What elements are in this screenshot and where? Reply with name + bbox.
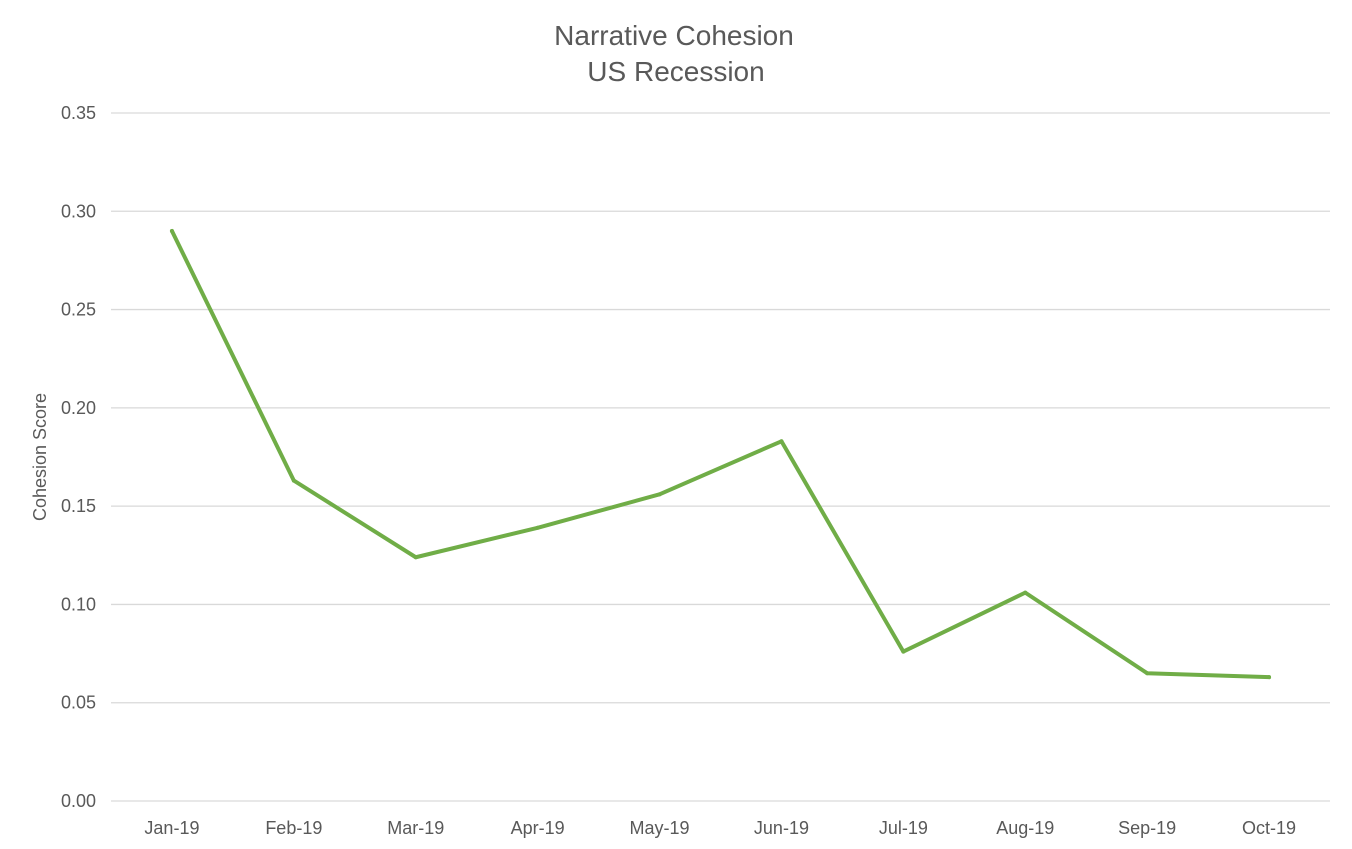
x-tick-label: Mar-19 (387, 818, 444, 838)
x-tick-label: Aug-19 (996, 818, 1054, 838)
y-tick-label: 0.35 (61, 103, 96, 123)
data-point (169, 228, 174, 233)
y-tick-label: 0.15 (61, 496, 96, 516)
data-point (779, 439, 784, 444)
x-tick-label: Jul-19 (879, 818, 928, 838)
x-axis-ticks: Jan-19 Feb-19 Mar-19 Apr-19 May-19 Jun-19 Jul-… (144, 818, 1296, 838)
series-line (169, 228, 1272, 680)
x-tick-label: Jun-19 (754, 818, 809, 838)
x-tick-label: Oct-19 (1242, 818, 1296, 838)
x-tick-label: Apr-19 (511, 818, 565, 838)
y-tick-label: 0.25 (61, 300, 96, 320)
x-tick-label: Jan-19 (144, 818, 199, 838)
series-layer (169, 228, 1272, 680)
data-point (901, 649, 906, 654)
chart-title: Narrative Cohesion (554, 20, 794, 51)
y-tick-label: 0.10 (61, 594, 96, 614)
data-point (291, 478, 296, 483)
y-tick-label: 0.20 (61, 398, 96, 418)
x-tick-label: Feb-19 (265, 818, 322, 838)
y-axis-ticks: 0.00 0.05 0.10 0.15 0.20 0.25 0.30 0.35 (61, 103, 96, 811)
y-tick-label: 0.30 (61, 201, 96, 221)
y-tick-label: 0.00 (61, 791, 96, 811)
data-point (1023, 590, 1028, 595)
data-point (1267, 675, 1272, 680)
y-tick-label: 0.05 (61, 693, 96, 713)
data-point (1145, 671, 1150, 676)
data-point (657, 492, 662, 497)
data-point (413, 555, 418, 560)
y-axis-title: Cohesion Score (30, 393, 50, 521)
data-point (535, 525, 540, 530)
chart-subtitle: US Recession (587, 56, 764, 87)
x-tick-label: Sep-19 (1118, 818, 1176, 838)
x-tick-label: May-19 (630, 818, 690, 838)
gridlines (111, 112, 1330, 802)
